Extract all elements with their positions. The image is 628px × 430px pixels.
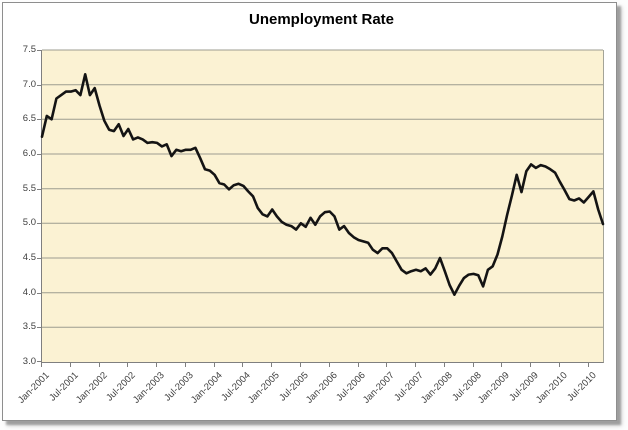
x-axis-tick — [184, 363, 186, 367]
x-axis-tick — [127, 363, 129, 367]
y-axis-label: 5.5 — [22, 182, 36, 194]
x-axis-tick — [213, 363, 215, 367]
y-axis-tick — [37, 119, 41, 121]
chart-title: Unemployment Rate — [248, 11, 395, 28]
y-axis-label: 7.0 — [22, 78, 36, 90]
x-axis-tick — [299, 363, 301, 367]
y-axis-label: 6.5 — [22, 113, 36, 125]
y-axis-tick — [37, 327, 41, 329]
y-axis-label: 3.0 — [22, 356, 36, 367]
x-axis-tick — [328, 363, 330, 367]
y-axis-label: 5.0 — [22, 217, 36, 229]
y-axis-label: 7.5 — [22, 44, 36, 55]
line-chart — [40, 49, 605, 328]
x-axis-tick — [530, 363, 532, 367]
x-axis-tick — [558, 363, 560, 367]
x-axis-tick — [501, 363, 503, 367]
x-axis-tick — [271, 363, 273, 367]
y-axis-tick — [37, 223, 41, 225]
x-axis-tick — [443, 363, 445, 367]
plot-area — [40, 49, 605, 363]
x-axis-tick — [41, 363, 42, 367]
y-axis-tick — [37, 188, 41, 190]
y-axis-tick — [37, 258, 41, 259]
chart-frame: Unemployment Rate 7.5 7.0 6.5 6.0 5.5 5.0 4.5 4… — [2, 2, 617, 421]
x-axis-tick — [98, 363, 100, 367]
y-axis-label: 3.5 — [22, 321, 36, 333]
y-axis-tick — [37, 292, 41, 294]
y-axis-tick — [37, 154, 41, 155]
x-axis-tick — [415, 363, 416, 367]
y-axis-label: 6.0 — [22, 148, 36, 159]
y-axis-label: 4.5 — [22, 252, 36, 263]
x-axis-tick — [357, 363, 359, 367]
x-axis-tick — [386, 363, 388, 367]
y-axis-tick — [37, 50, 41, 51]
y-axis-tick — [37, 361, 41, 362]
x-axis-tick — [69, 363, 71, 367]
x-axis-tick — [242, 363, 244, 367]
x-axis-tick — [587, 363, 589, 367]
x-axis-tick — [472, 363, 474, 367]
series-line — [40, 72, 605, 296]
y-axis-label: 4.0 — [22, 286, 36, 298]
x-axis-tick — [156, 363, 158, 367]
y-axis-tick — [37, 84, 41, 86]
